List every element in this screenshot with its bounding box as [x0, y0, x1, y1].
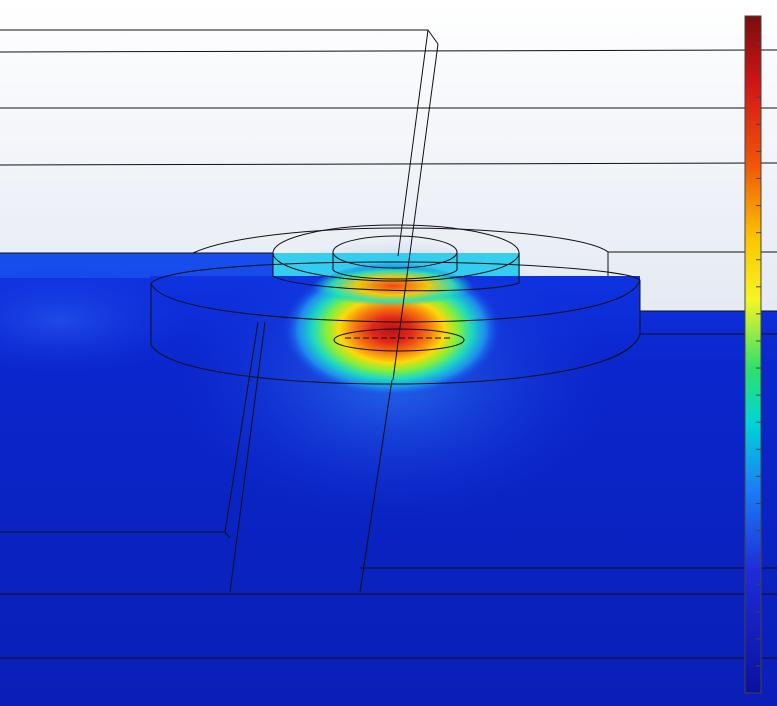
plate-edge: [0, 531, 231, 539]
disc-outline: [192, 227, 609, 276]
plate-edge: [0, 162, 777, 166]
cut-line: [224, 321, 259, 533]
hotspot-ring: [333, 328, 465, 352]
colorbar-ticks: [756, 15, 761, 694]
probe-wire: [392, 43, 439, 381]
probe-wire: [397, 29, 429, 257]
geometry-wireframe: [0, 29, 777, 659]
ring-outline: [272, 275, 520, 292]
colorbar: [744, 15, 762, 694]
plate-edge: [0, 49, 777, 53]
left-glow: [0, 265, 190, 375]
cut-line: [359, 379, 393, 593]
cut-line: [229, 321, 266, 593]
pad-outline: [150, 261, 641, 284]
colorbar-gradient: [744, 15, 762, 694]
cylinder-outline: [332, 269, 458, 280]
pad-outline: [150, 333, 641, 385]
pad-outline: [150, 279, 641, 323]
